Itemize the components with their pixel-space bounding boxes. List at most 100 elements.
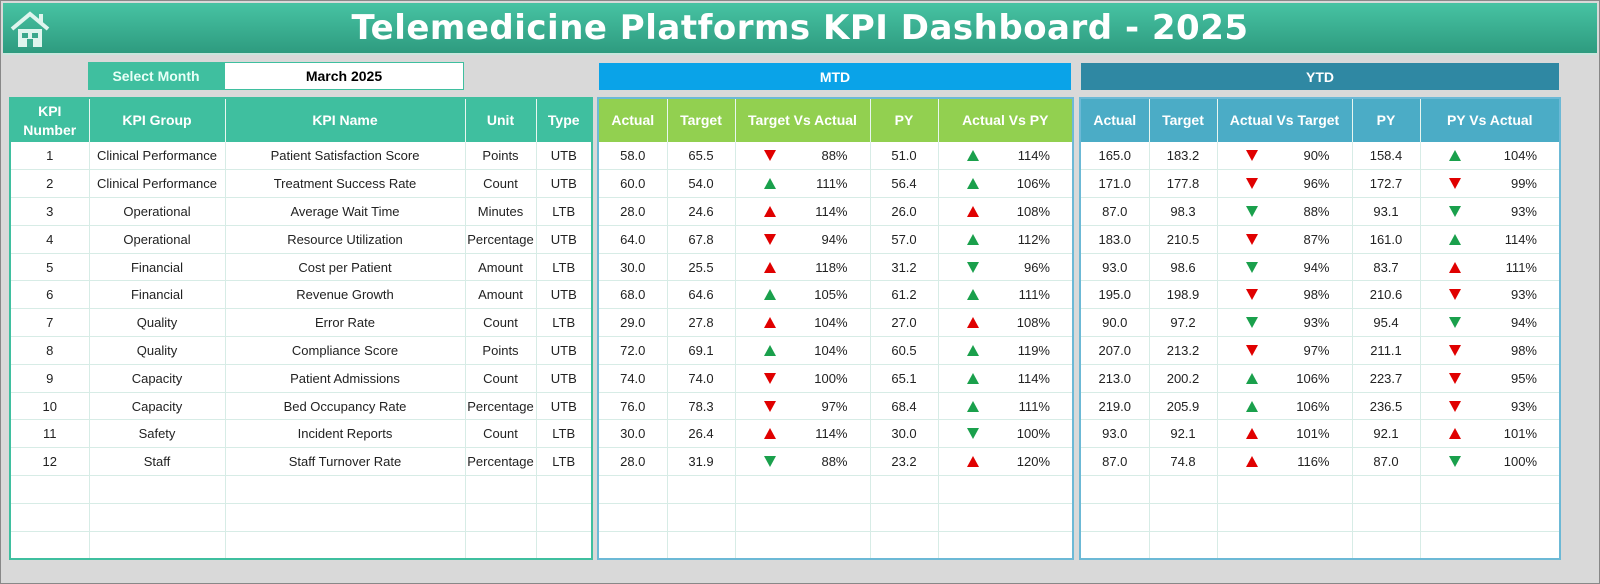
comparison-cell: 106% (1217, 364, 1353, 393)
home-icon[interactable] (9, 9, 51, 49)
table-cell: Incident Reports (225, 419, 466, 449)
comparison-cell: 94% (735, 225, 871, 254)
arrow-down-icon (763, 233, 776, 245)
comparison-cell: 93% (1420, 392, 1561, 421)
value-cell (667, 475, 736, 504)
table-row: 87.0 98.3 88% 93.1 93% (1080, 197, 1561, 226)
percent-value: 108% (1016, 315, 1050, 331)
table-cell: Quality (89, 336, 226, 365)
percent-value: 96% (1303, 176, 1330, 192)
comparison-cell: 112% (938, 225, 1074, 254)
arrow-down-icon (763, 400, 776, 412)
percent-value: 88% (821, 148, 848, 164)
table-cell: LTB (536, 253, 593, 282)
table-cell: Amount (465, 280, 537, 310)
comparison-cell: 104% (735, 336, 871, 365)
arrow-up-icon (1448, 261, 1461, 273)
comparison-cell: 88% (1217, 197, 1353, 226)
percent-value: 100% (1503, 454, 1537, 470)
comparison-cell: 93% (1420, 197, 1561, 226)
table-cell: LTB (536, 447, 593, 477)
value-cell (870, 531, 939, 560)
ytd-table: Actual Target Actual Vs Target PY PY Vs Actu… (1079, 97, 1561, 560)
arrow-up-icon (966, 317, 979, 329)
table-row: 93.0 92.1 101% 92.1 101% (1080, 419, 1561, 449)
percent-value: 114% (1504, 231, 1537, 247)
value-cell (870, 503, 939, 532)
arrow-down-icon (1448, 178, 1461, 190)
table-cell: Staff Turnover Rate (225, 447, 466, 477)
table-row: 3 Operational Average Wait Time Minutes LTB (10, 197, 593, 226)
arrow-up-icon (763, 317, 776, 329)
table-row: 219.0 205.9 106% 236.5 93% (1080, 392, 1561, 421)
table-cell (10, 475, 90, 504)
percent-value: 93% (1510, 203, 1537, 219)
value-cell: 64.6 (667, 280, 736, 310)
arrow-up-icon (763, 178, 776, 190)
table-row: 195.0 198.9 98% 210.6 93% (1080, 280, 1561, 310)
value-cell (598, 531, 668, 560)
value-cell: 31.9 (667, 447, 736, 477)
comparison-cell (938, 503, 1074, 532)
comparison-cell: 106% (938, 169, 1074, 199)
table-cell: 1 (10, 142, 90, 171)
arrow-down-icon (1448, 372, 1461, 384)
comparison-cell (1420, 503, 1561, 532)
comparison-cell: 114% (735, 197, 871, 226)
table-cell: Error Rate (225, 308, 466, 338)
percent-value: 106% (1296, 398, 1330, 414)
percent-value: 101% (1503, 426, 1537, 442)
month-select[interactable]: March 2025 (224, 62, 464, 90)
table-cell (465, 475, 537, 504)
comparison-cell (1217, 475, 1353, 504)
table-cell: UTB (536, 225, 593, 254)
value-cell: 54.0 (667, 169, 736, 199)
table-cell: UTB (536, 336, 593, 365)
arrow-down-icon (763, 372, 776, 384)
value-cell: 87.0 (1080, 197, 1150, 226)
percent-value: 106% (1296, 370, 1330, 386)
comparison-cell: 101% (1217, 419, 1353, 449)
percent-value: 88% (821, 454, 848, 470)
comparison-cell: 96% (1217, 169, 1353, 199)
value-cell (1080, 531, 1150, 560)
arrow-down-icon (1245, 205, 1258, 217)
column-header: Target (1149, 98, 1218, 142)
table-row: 12 Staff Staff Turnover Rate Percentage LTB (10, 447, 593, 477)
arrow-up-icon (966, 344, 979, 356)
table-cell (536, 531, 593, 560)
table-cell (465, 531, 537, 560)
value-cell (1352, 475, 1421, 504)
table-cell: 3 (10, 197, 90, 226)
arrow-down-icon (1245, 178, 1258, 190)
percent-value: 97% (821, 398, 848, 414)
value-cell: 172.7 (1352, 169, 1421, 199)
comparison-cell: 94% (1420, 308, 1561, 338)
value-cell: 87.0 (1352, 447, 1421, 477)
arrow-down-icon (1448, 400, 1461, 412)
arrow-up-icon (763, 344, 776, 356)
column-header: KPI Name (225, 98, 466, 142)
value-cell: 87.0 (1080, 447, 1150, 477)
comparison-cell (938, 531, 1074, 560)
table-cell: 2 (10, 169, 90, 199)
value-cell: 198.9 (1149, 280, 1218, 310)
table-cell: LTB (536, 308, 593, 338)
value-cell (667, 503, 736, 532)
table-cell: UTB (536, 169, 593, 199)
comparison-cell: 106% (1217, 392, 1353, 421)
column-header: Actual (598, 98, 668, 142)
comparison-cell: 108% (938, 197, 1074, 226)
value-cell: 57.0 (870, 225, 939, 254)
value-cell (598, 475, 668, 504)
table-cell (225, 503, 466, 532)
value-cell: 219.0 (1080, 392, 1150, 421)
percent-value: 94% (1510, 315, 1537, 331)
percent-value: 112% (1017, 231, 1050, 247)
table-row: 1 Clinical Performance Patient Satisfactio… (10, 142, 593, 171)
percent-value: 114% (1017, 370, 1050, 386)
table-cell: Resource Utilization (225, 225, 466, 254)
table-cell: LTB (536, 197, 593, 226)
value-cell: 65.1 (870, 364, 939, 393)
table-row: 8 Quality Compliance Score Points UTB (10, 336, 593, 365)
